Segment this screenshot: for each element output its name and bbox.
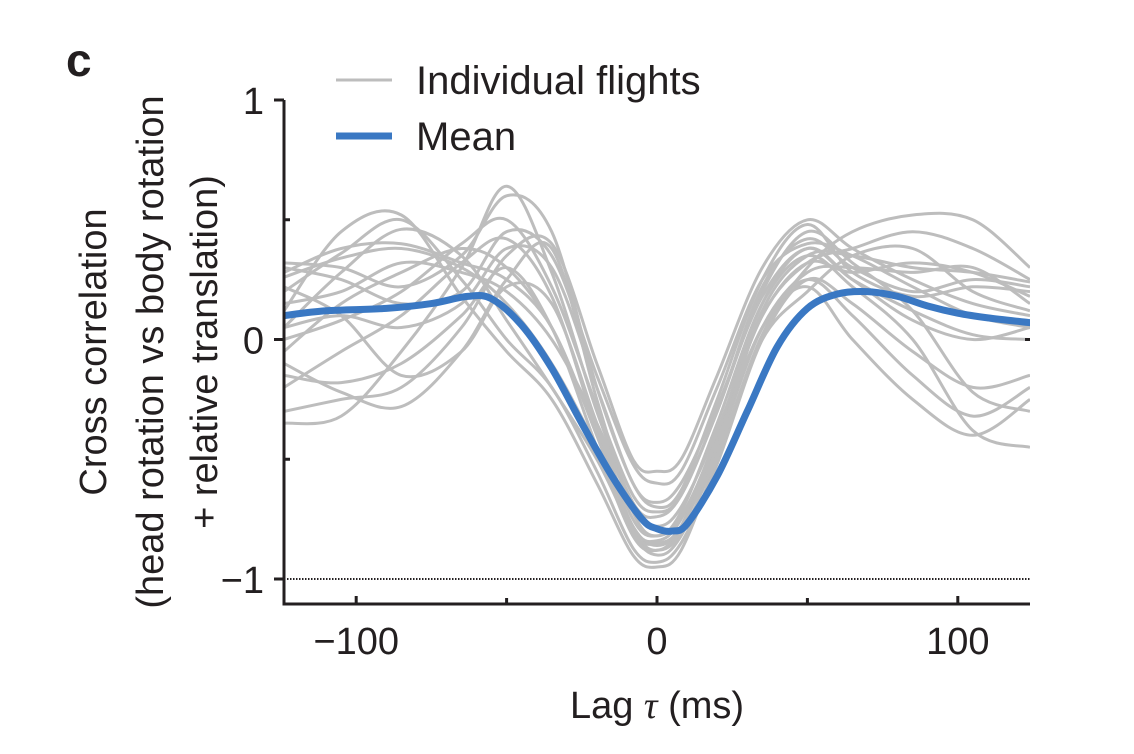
individual-flight-line-5 [284, 246, 1030, 547]
legend-label-mean: Mean [416, 115, 516, 159]
x-axis-label-prefix: Lag [570, 685, 644, 727]
mean-line [284, 287, 1030, 535]
y-tick-label-2: −1 [221, 560, 264, 602]
legend-label-individual: Individual flights [416, 59, 701, 103]
legend: Individual flights Mean [336, 59, 701, 159]
x-axis-label-symbol: τ [644, 685, 659, 727]
individual-flight-line-10 [284, 266, 1030, 553]
individual-flights-layer [284, 184, 1030, 569]
y-axis-label-line-2: (head rotation vs body rotation [130, 95, 172, 608]
axes: 1 0 −1 −100 0 100 [221, 81, 1030, 663]
y-axis-label: Cross correlation (head rotation vs body… [73, 95, 226, 608]
y-tick-label-0: 1 [243, 81, 264, 123]
y-axis-label-line-3: + relative translation) [184, 175, 226, 529]
x-axis-label: Lag τ (ms) [570, 685, 744, 727]
individual-flight-line-13 [284, 218, 1030, 474]
individual-flight-line-2 [284, 184, 1030, 519]
panel-letter: c [66, 34, 92, 86]
x-tick-label-2: 100 [926, 621, 989, 663]
mean-layer [284, 287, 1030, 535]
x-tick-label-1: 0 [646, 621, 667, 663]
individual-flight-line-16 [284, 244, 1030, 504]
x-axis-label-suffix: (ms) [658, 685, 745, 727]
x-tick-label-0: −100 [313, 621, 399, 663]
individual-flight-line-17 [284, 244, 1030, 557]
individual-flight-line-14 [284, 281, 1030, 538]
y-axis-label-line-1: Cross correlation [73, 208, 115, 495]
y-tick-label-1: 0 [243, 321, 264, 363]
